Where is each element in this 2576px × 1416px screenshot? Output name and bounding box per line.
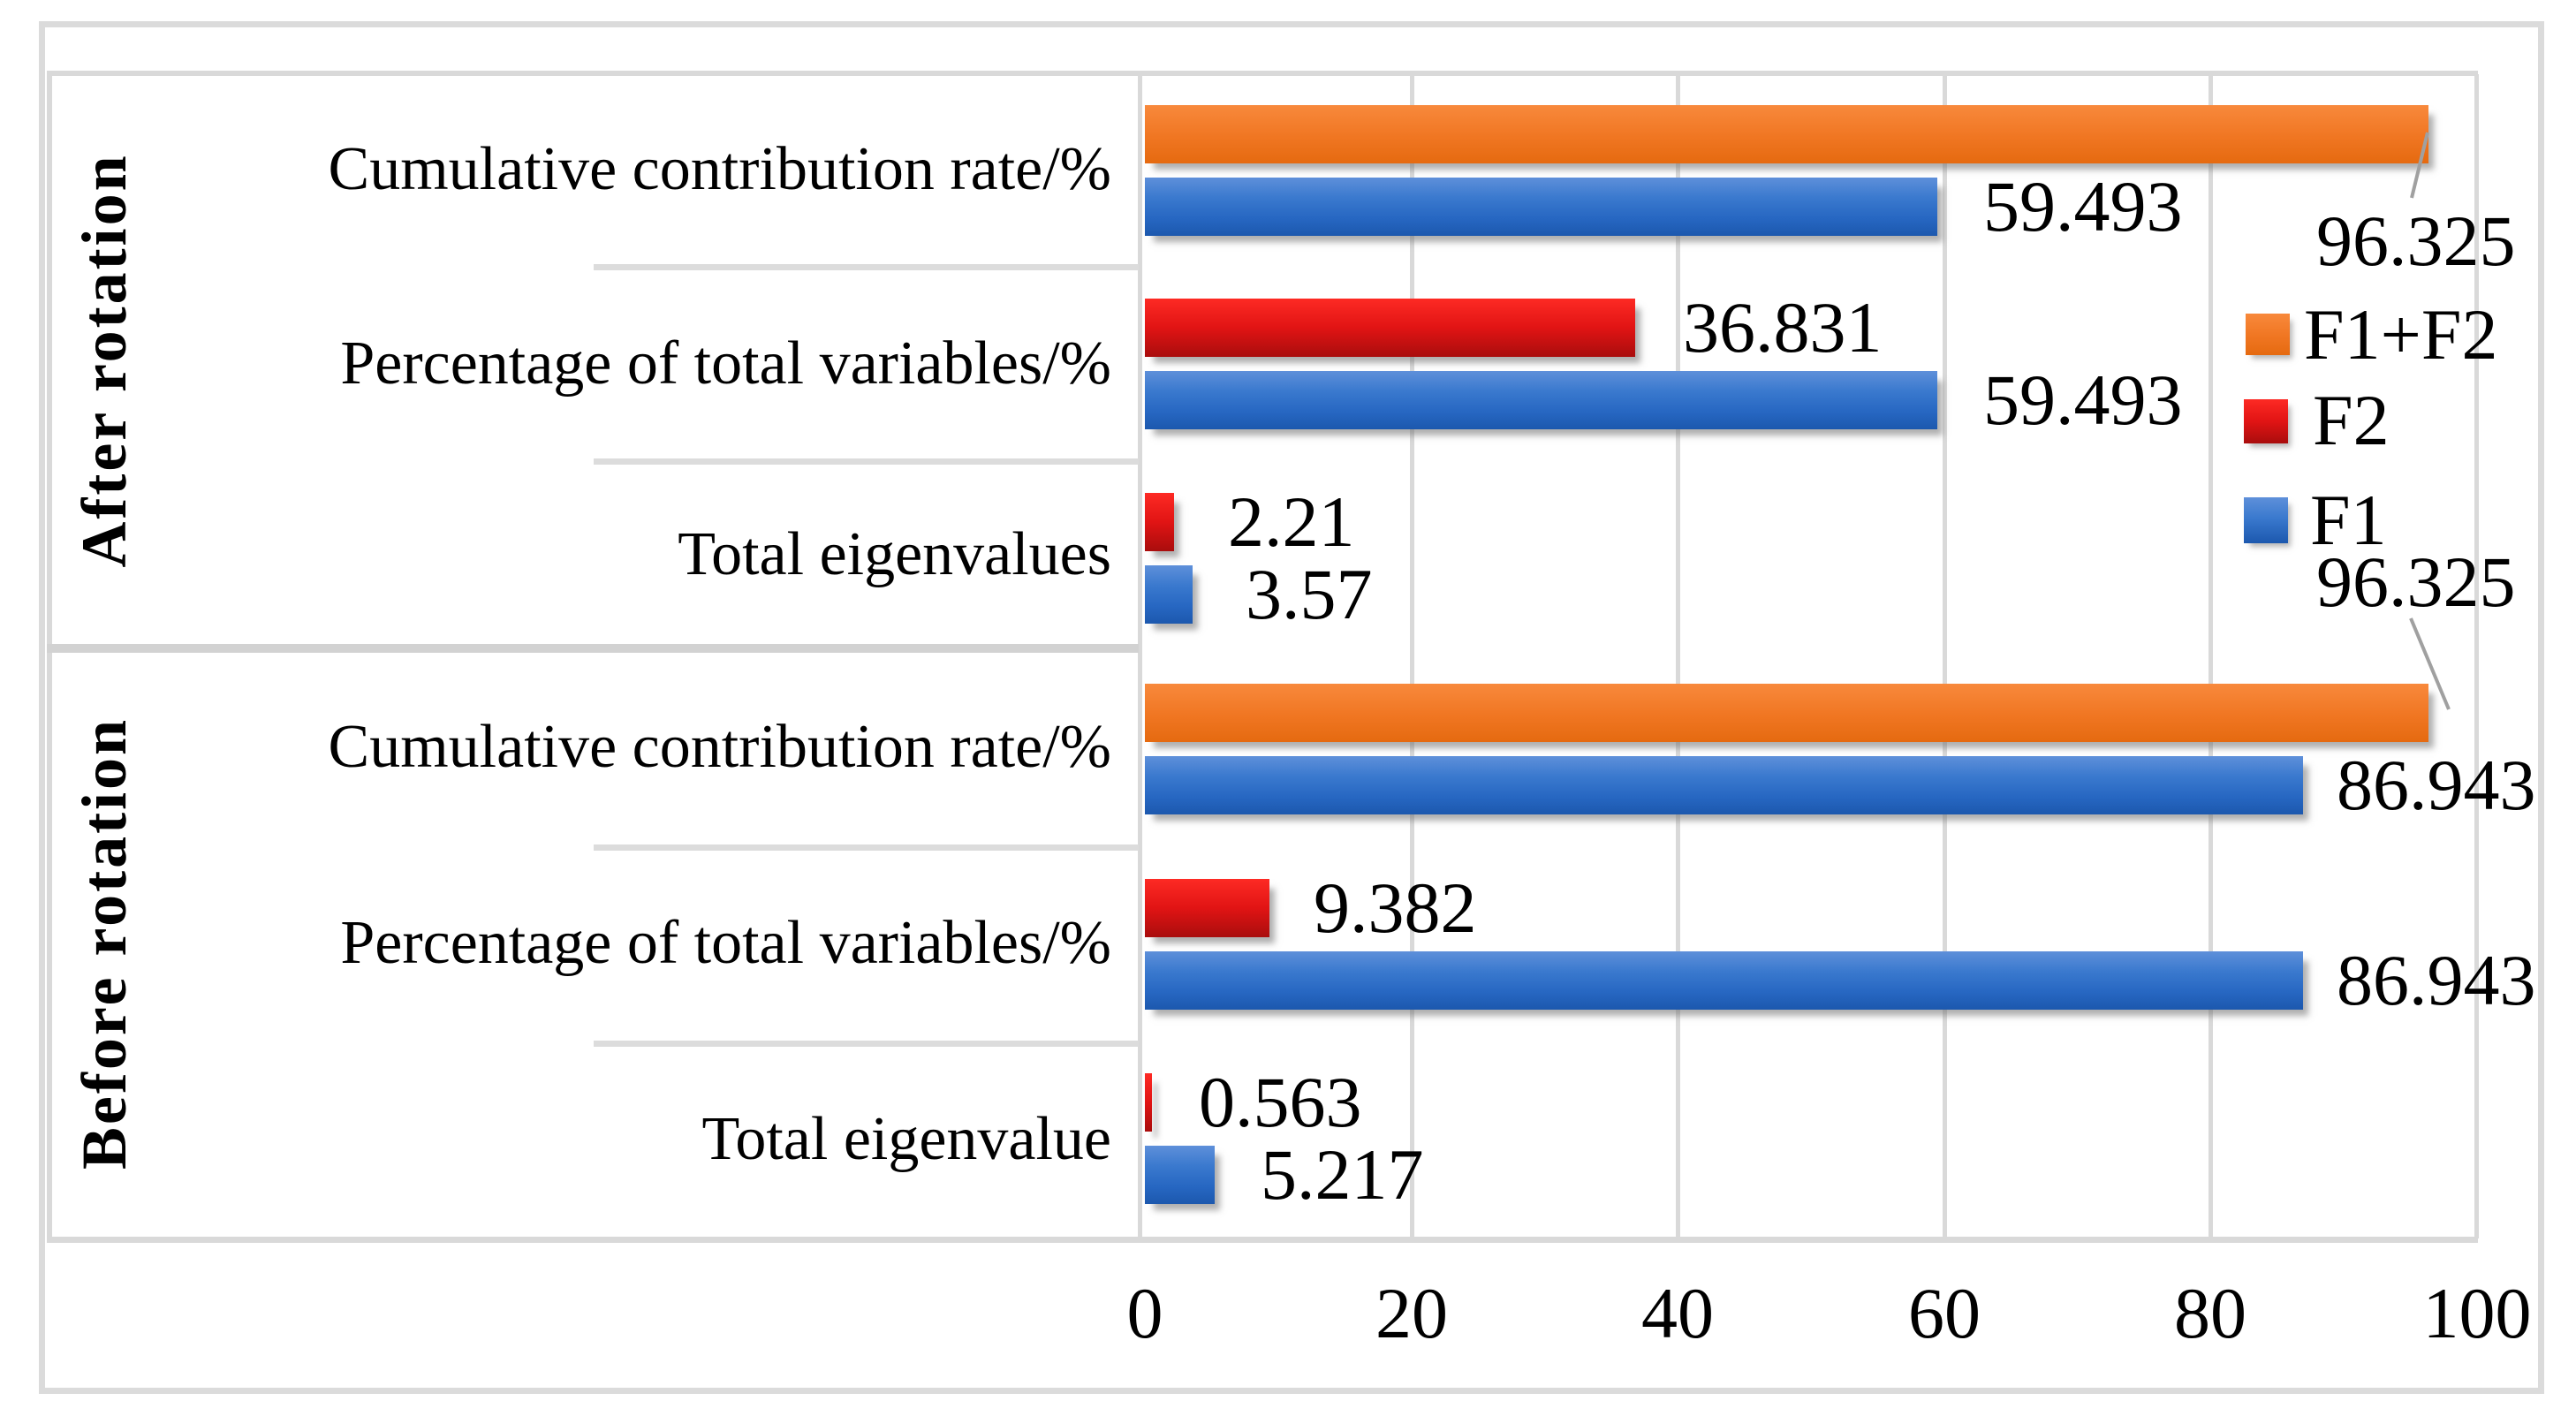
x-tick-0: 0 xyxy=(1126,1273,1163,1353)
x-tick-60: 60 xyxy=(1908,1273,1981,1353)
x-tick-100: 100 xyxy=(2422,1273,2532,1353)
bar-before-cumulative-f1 xyxy=(1145,756,2303,814)
bar-after-eigen-f2 xyxy=(1145,493,1174,551)
data-label: 59.493 xyxy=(1983,360,2183,440)
chart-outer-border xyxy=(39,21,2544,1394)
bar-after-eigen-f1 xyxy=(1145,565,1193,624)
data-label: 0.563 xyxy=(1199,1062,1362,1142)
bar-after-percentage-f2 xyxy=(1145,299,1635,357)
x-axis-line xyxy=(47,1237,2478,1243)
data-label: 86.943 xyxy=(2337,745,2536,825)
category-label: Percentage of total variables/% xyxy=(340,909,1111,977)
category-separator xyxy=(594,844,1139,851)
plot-area-top-border xyxy=(47,71,2478,76)
group-label-after-rotation: After rotation xyxy=(69,153,140,568)
data-label-callout: 96.325 xyxy=(2316,201,2516,281)
x-tick-20: 20 xyxy=(1375,1273,1448,1353)
category-axis-line xyxy=(1138,74,1142,1238)
gridline-100 xyxy=(2474,74,2479,1238)
category-label: Cumulative contribution rate/% xyxy=(328,713,1111,781)
category-separator xyxy=(594,264,1139,270)
data-label: 5.217 xyxy=(1261,1134,1424,1215)
gridline-60 xyxy=(1943,74,1947,1238)
data-label: 59.493 xyxy=(1983,166,2183,246)
data-label: 86.943 xyxy=(2337,940,2536,1020)
bar-before-percentage-f2 xyxy=(1145,879,1269,937)
data-label: 3.57 xyxy=(1246,554,1373,634)
category-separator xyxy=(594,1041,1139,1047)
data-label-callout: 96.325 xyxy=(2316,541,2516,622)
bar-after-cumulative-f1 xyxy=(1145,178,1937,236)
data-label: 36.831 xyxy=(1683,287,1883,367)
legend-label-f1f2: F1+F2 xyxy=(2304,294,2498,375)
category-label: Cumulative contribution rate/% xyxy=(328,135,1111,203)
bar-before-percentage-f1 xyxy=(1145,951,2303,1010)
legend-swatch-f2 xyxy=(2244,399,2288,443)
data-label: 2.21 xyxy=(1228,481,1355,562)
legend-label-f2: F2 xyxy=(2313,380,2390,460)
x-tick-40: 40 xyxy=(1641,1273,1714,1353)
legend-swatch-f1 xyxy=(2244,497,2288,543)
bar-before-eigen-f1 xyxy=(1145,1146,1215,1204)
legend-swatch-f1f2 xyxy=(2246,314,2290,355)
bar-before-eigen-f2 xyxy=(1145,1073,1152,1132)
bar-after-cumulative-f1f2 xyxy=(1145,105,2428,163)
legend-label-f1: F1 xyxy=(2310,480,2387,560)
category-label: Total eigenvalues xyxy=(678,520,1111,588)
bar-after-percentage-f1 xyxy=(1145,371,1937,429)
category-separator xyxy=(594,458,1139,465)
gridline-40 xyxy=(1676,74,1680,1238)
data-label: 9.382 xyxy=(1314,867,1477,948)
group-label-before-rotation: Before rotation xyxy=(69,716,140,1170)
category-label-box xyxy=(47,71,1145,1242)
x-tick-80: 80 xyxy=(2174,1273,2246,1353)
category-label: Percentage of total variables/% xyxy=(340,329,1111,398)
bar-before-cumulative-f1f2 xyxy=(1145,684,2428,742)
gridline-80 xyxy=(2209,74,2213,1238)
group-separator xyxy=(47,644,1139,653)
category-label: Total eigenvalue xyxy=(701,1105,1111,1173)
gridline-20 xyxy=(1410,74,1414,1238)
